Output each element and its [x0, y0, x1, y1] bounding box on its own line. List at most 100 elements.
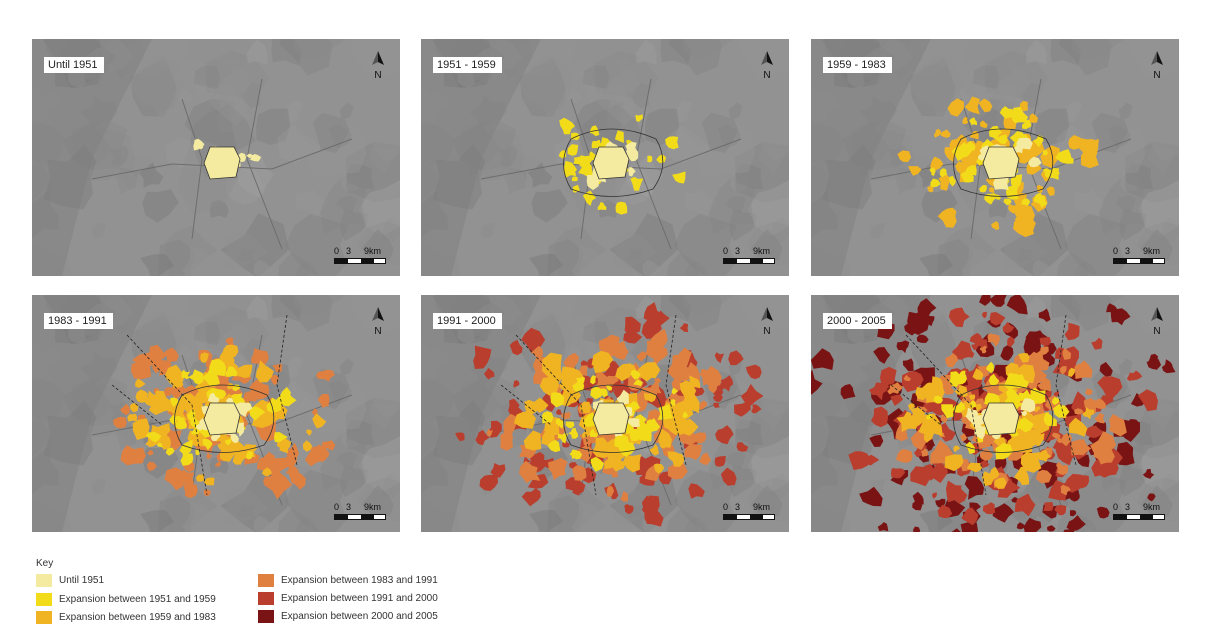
- urban-patch: [555, 418, 565, 430]
- urban-patch: [630, 176, 644, 191]
- urban-patch: [547, 439, 561, 453]
- urban-patch: [937, 504, 953, 518]
- terrain-texture: [842, 123, 890, 169]
- urban-patch: [145, 344, 166, 366]
- terrain-texture: [919, 253, 954, 276]
- terrain-texture: [32, 243, 72, 276]
- terrain-texture: [504, 167, 528, 194]
- urban-patch: [571, 176, 578, 182]
- map-panel-2: 1951 - 1959 N 0 3 9km: [421, 39, 789, 276]
- urban-patch: [960, 522, 979, 532]
- terrain-texture: [489, 39, 533, 80]
- urban-patch: [606, 384, 613, 391]
- north-label: N: [374, 326, 381, 337]
- urban-patch: [728, 350, 744, 366]
- scale-label-zero: 0: [723, 502, 729, 512]
- terrain-texture: [1119, 170, 1141, 193]
- urban-patch: [671, 376, 683, 392]
- historic-core: [982, 146, 1020, 180]
- urban-patch: [615, 201, 628, 215]
- urban-patch: [970, 400, 977, 408]
- terrain-texture: [631, 338, 651, 365]
- urban-patch: [1043, 412, 1057, 427]
- terrain-texture: [209, 199, 229, 218]
- terrain-texture: [294, 104, 341, 148]
- terrain-texture: [750, 485, 783, 517]
- terrain-texture: [1138, 180, 1179, 237]
- urban-patch: [1096, 506, 1110, 519]
- urban-patch: [1021, 410, 1028, 416]
- terrain-texture: [340, 426, 362, 449]
- urban-patch: [249, 406, 266, 421]
- terrain-texture: [461, 376, 517, 437]
- terrain-texture: [182, 246, 218, 276]
- urban-patch: [848, 451, 872, 470]
- urban-patch: [654, 463, 665, 474]
- urban-patch: [1094, 398, 1106, 409]
- terrain-texture: [253, 515, 272, 532]
- urban-patch: [1051, 397, 1060, 406]
- urban-patch: [1011, 496, 1018, 503]
- terrain-texture: [421, 190, 448, 239]
- urban-patch: [979, 185, 987, 193]
- urban-patch: [1147, 493, 1156, 502]
- north-label: N: [374, 70, 381, 81]
- scale-label-zero: 0: [1113, 246, 1119, 256]
- urban-patch: [636, 351, 647, 362]
- terrain-texture: [972, 65, 1000, 90]
- urban-patch: [164, 387, 171, 397]
- legend-swatch: [36, 610, 52, 624]
- urban-patch: [214, 461, 221, 467]
- urban-patch: [811, 348, 834, 370]
- terrain-texture: [367, 123, 400, 162]
- urban-patch: [606, 485, 614, 497]
- urban-patch: [1064, 322, 1080, 341]
- map-panel-5: 1991 - 2000 N 0 3 9km: [421, 295, 789, 532]
- urban-patch: [927, 186, 934, 193]
- north-arrow-icon: N: [370, 51, 386, 81]
- terrain-texture: [293, 39, 345, 62]
- urban-patch: [569, 449, 579, 459]
- terrain-texture: [184, 98, 238, 150]
- urban-patch: [966, 462, 983, 473]
- urban-patch: [745, 364, 762, 380]
- terrain-texture: [158, 495, 196, 532]
- panel-title: 1959 - 1983: [823, 57, 892, 73]
- terrain-texture: [709, 172, 757, 235]
- urban-patch: [714, 352, 725, 364]
- scale-label-mid: 3: [1125, 246, 1131, 256]
- scale-label-zero: 0: [334, 502, 340, 512]
- terrain-texture: [477, 424, 537, 481]
- urban-patch: [1016, 522, 1027, 530]
- urban-patch: [938, 174, 951, 191]
- urban-patch: [201, 368, 220, 387]
- terrain-texture: [1072, 39, 1124, 62]
- terrain-texture: [108, 400, 129, 423]
- terrain-texture: [242, 82, 262, 109]
- urban-patch: [592, 437, 611, 459]
- urban-patch: [484, 367, 495, 380]
- urban-patch: [1087, 159, 1097, 167]
- scale-bar-graphic: [334, 258, 386, 264]
- terrain-texture: [859, 128, 915, 184]
- terrain-texture: [999, 213, 1069, 276]
- urban-patch: [1042, 149, 1049, 156]
- urban-patch: [980, 120, 988, 128]
- urban-patch: [572, 381, 585, 393]
- urban-patch: [907, 403, 915, 410]
- terrain-texture: [236, 153, 275, 199]
- urban-patch: [890, 394, 903, 406]
- urban-patch: [672, 361, 684, 371]
- terrain-texture: [1073, 104, 1120, 148]
- terrain-texture: [158, 239, 196, 276]
- terrain-texture: [1050, 295, 1082, 322]
- urban-patch: [630, 369, 641, 380]
- urban-patch: [1007, 439, 1033, 452]
- urban-patch: [720, 467, 737, 486]
- terrain-texture: [1136, 477, 1179, 522]
- urban-patch: [840, 384, 856, 400]
- urban-patch: [679, 323, 689, 333]
- urban-patch: [968, 394, 976, 400]
- urban-patch: [871, 406, 888, 428]
- urban-patch: [1068, 489, 1080, 502]
